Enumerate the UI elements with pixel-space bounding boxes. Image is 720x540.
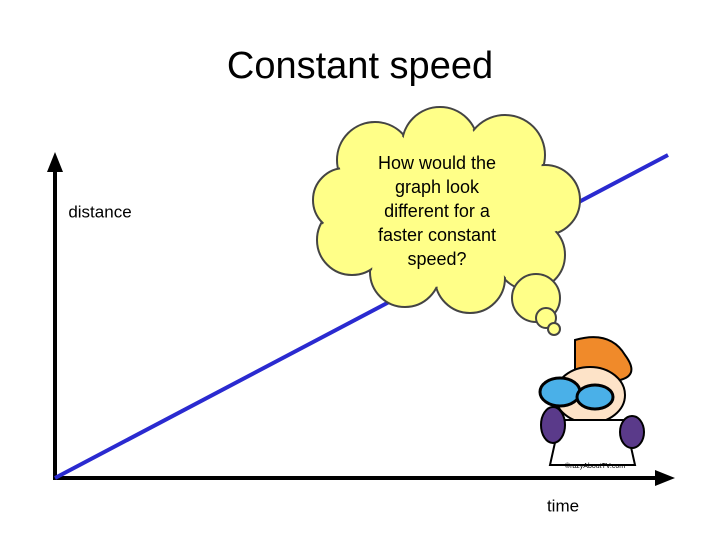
thought-line: different for a xyxy=(384,201,491,221)
cartoon-character: ©razyAboutTV.com xyxy=(538,336,648,470)
y-axis-arrow xyxy=(47,152,63,172)
image-caption: ©razyAboutTV.com xyxy=(565,462,625,470)
thought-line: speed? xyxy=(407,249,466,269)
y-axis-label: distance xyxy=(68,202,131,221)
slide-title: Constant speed xyxy=(227,45,493,87)
thought-text: How would the graph look different for a fa… xyxy=(378,153,496,269)
thought-line: How would the xyxy=(378,153,496,173)
thought-line: faster constant xyxy=(378,225,496,245)
x-axis-arrow xyxy=(655,470,675,486)
x-axis-label: time xyxy=(547,496,579,515)
thought-line: graph look xyxy=(395,177,480,197)
thought-dots xyxy=(511,273,561,336)
thought-cloud-fill xyxy=(315,109,578,311)
